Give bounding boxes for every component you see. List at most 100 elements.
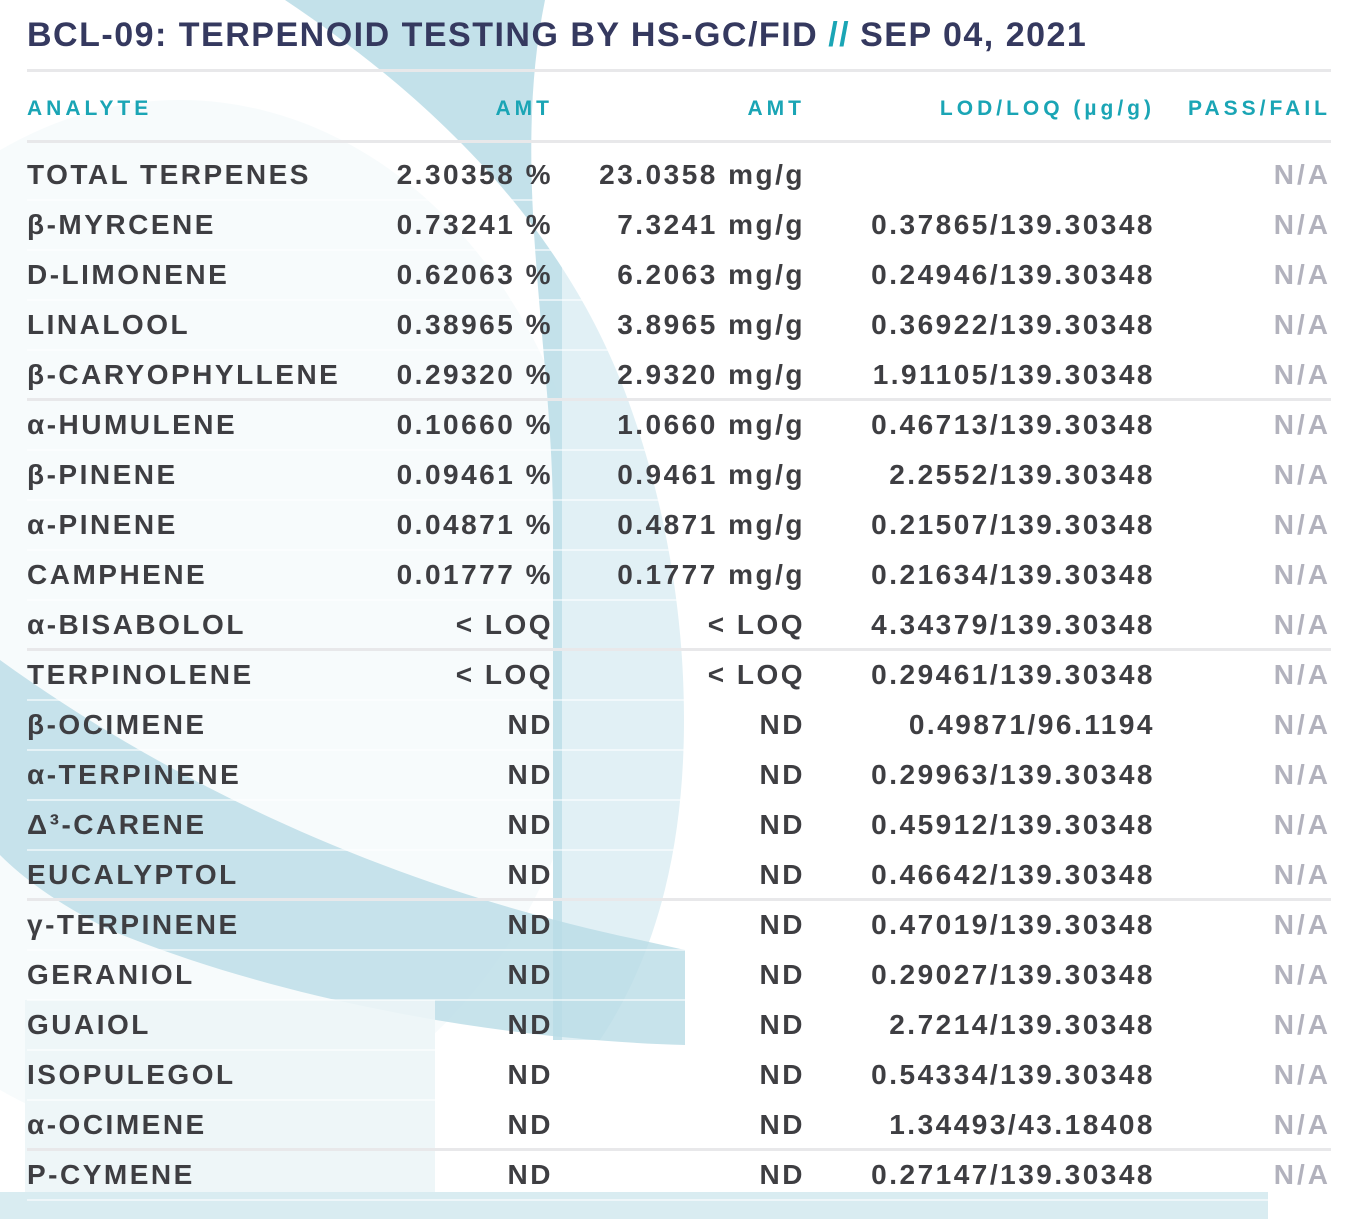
table-row: β-PINENE 0.09461 % 0.9461 mg/g 2.2552/13… xyxy=(27,451,1331,501)
amt-mgg-value: ND xyxy=(759,959,805,990)
table-row: ISOPULEGOL ND ND 0.54334/139.30348 N/A xyxy=(27,1051,1331,1101)
pass-fail-value: N/A xyxy=(1273,559,1331,590)
amt-percent-value: ND xyxy=(507,959,553,990)
pass-fail-value: N/A xyxy=(1273,909,1331,940)
analyte-name: γ-TERPINENE xyxy=(27,909,240,940)
lod-loq-value: 1.91105/139.30348 xyxy=(872,358,1155,390)
amt-percent-value: 2.30358 % xyxy=(396,159,553,190)
table-row: α-TERPINENE ND ND 0.29963/139.30348 N/A xyxy=(27,751,1331,801)
analyte-name: Δ³-CARENE xyxy=(27,809,207,840)
title-main: BCL-09: TERPENOID TESTING BY HS-GC/FID xyxy=(27,16,819,54)
pass-fail-value: N/A xyxy=(1273,959,1331,990)
amt-percent-value: 0.29320 % xyxy=(396,358,553,390)
amt-mgg-value: ND xyxy=(759,909,805,940)
col-header-amt-percent: AMT xyxy=(495,97,553,120)
pass-fail-value: N/A xyxy=(1273,709,1331,740)
amt-mgg-value: 0.4871 mg/g xyxy=(617,509,805,540)
amt-mgg-value: 23.0358 mg/g xyxy=(599,159,805,190)
table-row: D-LIMONENE 0.62063 % 6.2063 mg/g 0.24946… xyxy=(27,251,1331,301)
lod-loq-value: 0.45912/139.30348 xyxy=(871,809,1155,840)
amt-percent-value: 0.10660 % xyxy=(396,409,553,440)
amt-percent-value: ND xyxy=(507,858,553,890)
watermark-bottom-strip xyxy=(0,1192,1268,1219)
amt-mgg-value: ND xyxy=(759,858,805,890)
amt-mgg-value: ND xyxy=(759,1059,805,1090)
analyte-name: EUCALYPTOL xyxy=(27,858,239,890)
pass-fail-value: N/A xyxy=(1273,1059,1331,1090)
col-header-analyte: ANALYTE xyxy=(27,97,153,120)
table-row: EUCALYPTOL ND ND 0.46642/139.30348 N/A xyxy=(27,851,1331,901)
lod-loq-value: 4.34379/139.30348 xyxy=(871,608,1155,640)
col-header-amt-mgg: AMT xyxy=(747,97,805,120)
amt-percent-value: 0.01777 % xyxy=(396,559,553,590)
lod-loq-value: 0.29461/139.30348 xyxy=(871,659,1155,690)
pass-fail-value: N/A xyxy=(1273,358,1331,390)
table-body: TOTAL TERPENES 2.30358 % 23.0358 mg/g N/… xyxy=(27,143,1331,1201)
table-row: TOTAL TERPENES 2.30358 % 23.0358 mg/g N/… xyxy=(27,151,1331,201)
table-row: α-OCIMENE ND ND 1.34493/43.18408 N/A xyxy=(27,1101,1331,1151)
table-row: α-BISABOLOL < LOQ < LOQ 4.34379/139.3034… xyxy=(27,601,1331,651)
table-row: CAMPHENE 0.01777 % 0.1777 mg/g 0.21634/1… xyxy=(27,551,1331,601)
amt-percent-value: < LOQ xyxy=(455,608,553,640)
analyte-name: CAMPHENE xyxy=(27,559,208,590)
lod-loq-value: 0.29963/139.30348 xyxy=(871,759,1155,790)
pass-fail-value: N/A xyxy=(1273,1159,1331,1190)
pass-fail-value: N/A xyxy=(1273,1009,1331,1040)
analyte-name: α-HUMULENE xyxy=(27,409,238,440)
title-date: SEP 04, 2021 xyxy=(860,16,1088,54)
amt-mgg-value: ND xyxy=(759,1159,805,1190)
table-row: GERANIOL ND ND 0.29027/139.30348 N/A xyxy=(27,951,1331,1001)
analyte-name: β-PINENE xyxy=(27,459,178,490)
pass-fail-value: N/A xyxy=(1273,659,1331,690)
amt-percent-value: ND xyxy=(507,759,553,790)
table-row: β-MYRCENE 0.73241 % 7.3241 mg/g 0.37865/… xyxy=(27,201,1331,251)
analyte-name: ISOPULEGOL xyxy=(27,1059,236,1090)
analyte-name: LINALOOL xyxy=(27,309,191,340)
table-row: LINALOOL 0.38965 % 3.8965 mg/g 0.36922/1… xyxy=(27,301,1331,351)
table-row: TERPINOLENE < LOQ < LOQ 0.29461/139.3034… xyxy=(27,651,1331,701)
table-header-row: ANALYTE AMT AMT LOD/LOQ (µg/g) PASS/FAIL xyxy=(27,69,1331,143)
lod-loq-value: 0.36922/139.30348 xyxy=(871,309,1155,340)
analyte-name: β-CARYOPHYLLENE xyxy=(27,358,341,390)
table-row: Δ³-CARENE ND ND 0.45912/139.30348 N/A xyxy=(27,801,1331,851)
table-row: β-CARYOPHYLLENE 0.29320 % 2.9320 mg/g 1.… xyxy=(27,351,1331,401)
amt-percent-value: ND xyxy=(507,1159,553,1190)
pass-fail-value: N/A xyxy=(1273,459,1331,490)
amt-percent-value: 0.73241 % xyxy=(396,209,553,240)
amt-mgg-value: 3.8965 mg/g xyxy=(617,309,805,340)
amt-percent-value: ND xyxy=(507,1108,553,1140)
lod-loq-value: 2.2552/139.30348 xyxy=(889,459,1155,490)
amt-mgg-value: ND xyxy=(759,759,805,790)
table-row: α-PINENE 0.04871 % 0.4871 mg/g 0.21507/1… xyxy=(27,501,1331,551)
table-row: α-HUMULENE 0.10660 % 1.0660 mg/g 0.46713… xyxy=(27,401,1331,451)
analyte-name: TERPINOLENE xyxy=(27,659,254,690)
pass-fail-value: N/A xyxy=(1273,309,1331,340)
amt-percent-value: ND xyxy=(507,1009,553,1040)
analyte-name: P-CYMENE xyxy=(27,1159,195,1190)
amt-mgg-value: ND xyxy=(759,709,805,740)
analyte-name: D-LIMONENE xyxy=(27,259,230,290)
table-row: γ-TERPINENE ND ND 0.47019/139.30348 N/A xyxy=(27,901,1331,951)
col-header-lod-loq: LOD/LOQ (µg/g) xyxy=(939,97,1155,120)
analyte-name: GUAIOL xyxy=(27,1009,151,1040)
pass-fail-value: N/A xyxy=(1273,509,1331,540)
table-row: P-CYMENE ND ND 0.27147/139.30348 N/A xyxy=(27,1151,1331,1201)
lod-loq-value: 0.37865/139.30348 xyxy=(871,209,1155,240)
lod-loq-value: 0.24946/139.30348 xyxy=(871,259,1155,290)
analyte-name: α-PINENE xyxy=(27,509,178,540)
pass-fail-value: N/A xyxy=(1273,209,1331,240)
lod-loq-value: 0.46642/139.30348 xyxy=(871,858,1155,890)
lod-loq-value: 0.21507/139.30348 xyxy=(871,509,1155,540)
analyte-name: β-OCIMENE xyxy=(27,709,207,740)
amt-mgg-value: 0.1777 mg/g xyxy=(617,559,805,590)
table-row: β-OCIMENE ND ND 0.49871/96.1194 N/A xyxy=(27,701,1331,751)
lod-loq-value: 0.46713/139.30348 xyxy=(871,409,1155,440)
pass-fail-value: N/A xyxy=(1273,259,1331,290)
col-header-pass-fail: PASS/FAIL xyxy=(1188,97,1331,120)
watermark-bottom-left-wash xyxy=(25,1000,435,1192)
amt-mgg-value: 2.9320 mg/g xyxy=(617,358,805,390)
analyte-name: GERANIOL xyxy=(27,959,195,990)
lod-loq-value: 0.27147/139.30348 xyxy=(871,1159,1155,1190)
